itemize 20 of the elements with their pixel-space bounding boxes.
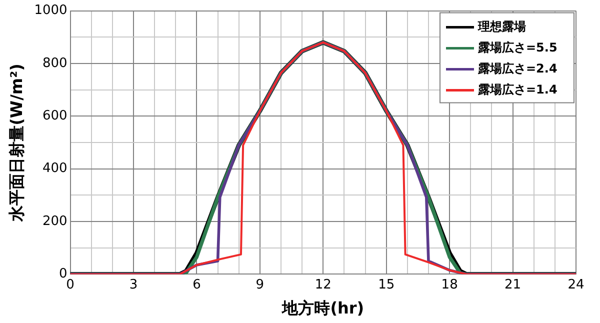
x-tick-label: 9 — [256, 277, 264, 292]
x-tick-label: 21 — [504, 277, 522, 292]
x-tick-label: 15 — [378, 277, 395, 292]
x-tick-label: 3 — [129, 277, 138, 292]
x-tick-label: 24 — [568, 277, 584, 292]
y-axis-title: 水平面日射量(W/m²) — [6, 64, 26, 222]
y-tick-label: 400 — [42, 161, 68, 176]
y-tick-label: 800 — [42, 56, 68, 71]
y-tick-label: 0 — [59, 266, 68, 282]
x-tick-label: 12 — [314, 277, 332, 292]
x-tick-label: 18 — [441, 277, 458, 292]
legend-label: 露場広さ=1.4 — [477, 82, 558, 96]
legend-label: 露場広さ=2.4 — [477, 61, 558, 76]
x-axis-title: 地方時(hr) — [281, 298, 364, 318]
y-tick-label: 200 — [42, 214, 68, 229]
y-tick-label: 600 — [42, 108, 68, 124]
legend-label: 露場広さ=5.5 — [477, 40, 558, 54]
legend-label: 理想露場 — [477, 19, 526, 34]
x-tick-label: 6 — [192, 277, 201, 292]
y-tick-label: 1000 — [34, 3, 68, 18]
